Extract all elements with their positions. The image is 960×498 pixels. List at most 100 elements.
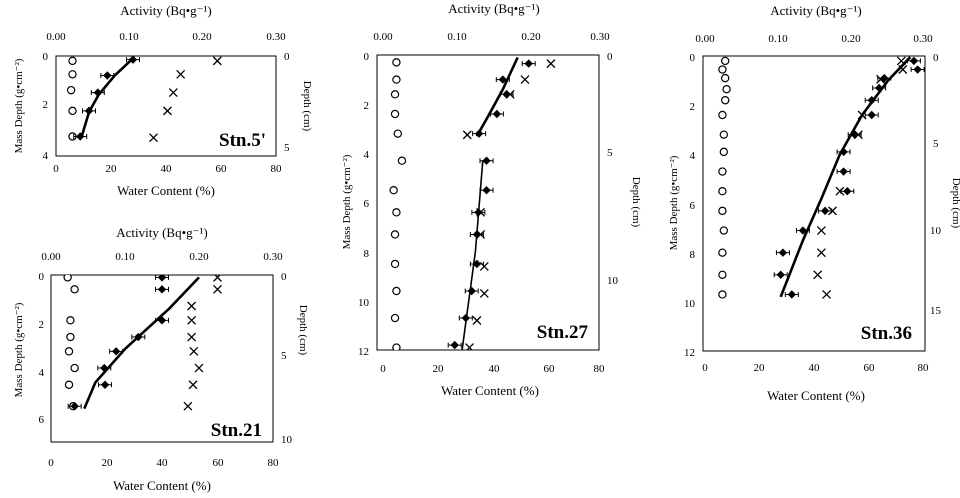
mass-depth-ticks: 0 2 4 6 (39, 271, 45, 426)
activity-cross-point (896, 56, 906, 66)
water-tick-label: 80 (594, 363, 606, 375)
activity-error-bar (864, 97, 879, 103)
mass-tick-label: 4 (364, 149, 370, 161)
water-content-point (66, 316, 75, 325)
activity-cross-point (816, 248, 826, 258)
depth-tick-label: 15 (930, 305, 942, 317)
water-content-point (64, 347, 74, 356)
water-content-point (393, 129, 403, 138)
water-content-point (68, 56, 77, 66)
activity-error-bar (479, 158, 494, 164)
mass-tick-label: 8 (690, 249, 696, 261)
water-axis-label: Water Content (%) (767, 388, 865, 403)
activity-tick-label: 0.30 (590, 31, 610, 43)
plot-frame (702, 55, 926, 352)
activity-error-bar (155, 275, 169, 280)
activity-cross-point (857, 110, 867, 120)
activity-cross-point (183, 401, 193, 411)
water-content-point (718, 187, 727, 196)
depth-tick-label: 10 (930, 225, 942, 237)
water-tick-label: 0 (53, 163, 59, 175)
activity-tick-label: 0.00 (695, 33, 715, 45)
water-content-point (390, 259, 400, 269)
activity-tick-label: 0.10 (119, 31, 139, 43)
activity-cross-point (835, 186, 845, 196)
mass-tick-label: 2 (43, 99, 49, 111)
activity-axis-label: Activity (Bq•g⁻¹) (770, 3, 862, 18)
activity-diamond-point (157, 275, 167, 282)
activity-error-bar (469, 231, 484, 237)
depth-axis-label: Depth (cm) (630, 177, 642, 228)
depth-tick-label: 10 (281, 434, 293, 446)
mass-tick-label: 0 (364, 51, 370, 63)
water-ticks: 0 20 40 60 80 (48, 457, 279, 469)
activity-ticks: 0.00 0.10 0.20 0.30 (41, 251, 283, 263)
depth-tick-label: 5 (284, 142, 290, 154)
water-content-point (718, 270, 727, 279)
fit-line (779, 56, 912, 298)
mass-tick-label: 6 (364, 198, 370, 210)
depth-ticks: 0 5 10 (607, 51, 619, 287)
activity-cross-point (472, 316, 482, 325)
panel-stn36: Activity (Bq•g⁻¹) 0.00 0.10 0.20 0.30 0 … (668, 3, 960, 403)
data-marks (389, 56, 556, 350)
water-ticks: 0 20 40 60 80 (53, 163, 282, 175)
mass-tick-label: 0 (43, 51, 49, 63)
water-tick-label: 60 (213, 457, 225, 469)
activity-tick-label: 0.20 (841, 33, 861, 45)
mass-depth-axis-label: Mass Depth (g•cm⁻²) (341, 154, 353, 249)
mass-depth-ticks: 0 2 4 6 8 10 12 (684, 52, 696, 359)
activity-cross-point (822, 289, 832, 299)
data-marks (718, 56, 925, 299)
mass-tick-label: 2 (364, 100, 370, 112)
water-tick-label: 80 (271, 163, 283, 175)
activity-error-bar (499, 91, 514, 97)
activity-error-bar (775, 250, 790, 256)
activity-tick-label: 0.00 (41, 251, 61, 263)
panel-stn21: Activity (Bq•g⁻¹) 0.00 0.10 0.20 0.30 0 … (13, 225, 309, 493)
water-tick-label: 20 (433, 363, 445, 375)
activity-error-bar (126, 57, 140, 63)
mass-tick-label: 12 (684, 347, 695, 359)
activity-ticks: 0.00 0.10 0.20 0.30 (373, 31, 610, 43)
activity-error-bar (836, 169, 851, 175)
activity-error-bar (458, 315, 473, 321)
water-content-point (719, 130, 729, 139)
water-content-point (392, 58, 401, 67)
activity-ticks: 0.00 0.10 0.20 0.30 (695, 33, 933, 45)
activity-error-bar (489, 111, 504, 117)
water-content-point (718, 110, 727, 120)
activity-axis-label: Activity (Bq•g⁻¹) (448, 1, 540, 16)
mass-tick-label: 10 (358, 297, 370, 309)
activity-error-bar (836, 149, 851, 155)
water-ticks: 0 20 40 60 80 (702, 362, 929, 374)
water-tick-label: 40 (161, 163, 173, 175)
activity-error-bar (67, 403, 82, 409)
water-content-point (390, 109, 400, 119)
water-content-point (721, 56, 730, 66)
water-content-point (389, 186, 398, 195)
mass-tick-label: 2 (39, 319, 45, 331)
water-tick-label: 40 (157, 457, 169, 469)
water-content-point (719, 226, 729, 235)
depth-tick-label: 0 (607, 51, 613, 63)
activity-error-bar (100, 73, 115, 79)
mass-depth-ticks: 0 2 4 (43, 51, 49, 162)
water-content-point (392, 208, 401, 217)
station-label: Stn.27 (537, 322, 589, 343)
mass-tick-label: 12 (358, 346, 369, 358)
panel-stn27: Activity (Bq•g⁻¹) 0.00 0.10 0.20 0.30 0 … (341, 1, 642, 398)
mass-tick-label: 2 (690, 101, 696, 113)
activity-cross-point (816, 226, 826, 236)
activity-cross-point (187, 301, 197, 311)
activity-cross-point (465, 343, 474, 350)
mass-tick-label: 4 (43, 150, 49, 162)
activity-error-bar (784, 291, 799, 297)
water-content-point (390, 90, 400, 99)
water-content-point (64, 380, 74, 389)
activity-tick-label: 0.10 (115, 251, 135, 263)
water-content-point (397, 156, 407, 165)
water-content-point (718, 290, 727, 299)
activity-error-bar (818, 208, 833, 214)
depth-axis-label: Depth (cm) (950, 178, 960, 229)
